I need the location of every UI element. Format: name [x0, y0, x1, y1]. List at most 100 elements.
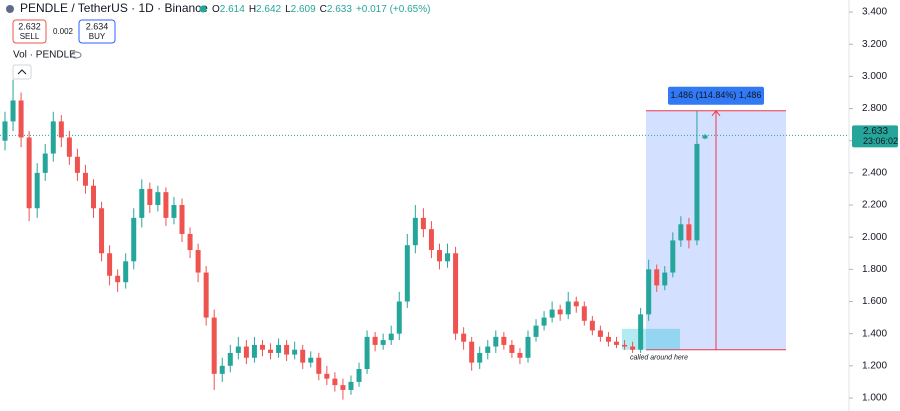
candle-body: [678, 224, 684, 241]
candle-body: [517, 352, 523, 358]
candle-body: [557, 309, 563, 315]
candle-body: [549, 309, 555, 318]
candle-body: [58, 121, 64, 138]
candle-body: [581, 306, 587, 321]
measure-label: 1.486 (114.84%) 1,486: [671, 90, 762, 100]
candle-body: [179, 205, 185, 234]
y-tick-label: 1.200: [862, 360, 887, 371]
candle-body: [356, 369, 362, 382]
candle-body: [493, 336, 499, 347]
candle-body: [74, 156, 80, 173]
candle-body: [686, 224, 692, 241]
buy-label: BUY: [89, 32, 106, 41]
candle-body: [396, 301, 402, 334]
candle-body: [219, 365, 225, 374]
plot: 1.000 1.200 1.400 1.600 1.800 2.000 2.200 2.400…: [0, 7, 898, 404]
candle-body: [565, 301, 571, 315]
measure-label-box: [668, 86, 764, 105]
sell-price: 2.632: [18, 21, 41, 31]
candle-body: [276, 344, 282, 353]
legend-value: 2.614: [220, 4, 245, 15]
y-tick-label: 1.600: [862, 296, 887, 307]
arrow-head: [711, 109, 721, 117]
candle-body: [573, 301, 579, 307]
candle-body: [324, 373, 330, 379]
legend-key: L: [285, 4, 291, 15]
candle-body: [662, 272, 668, 286]
y-tick-label: 1.800: [862, 264, 887, 275]
candle-body: [485, 346, 491, 353]
candle-body: [404, 245, 410, 302]
candle-body: [139, 188, 145, 218]
candle-body: [646, 269, 652, 315]
candle-body: [171, 205, 177, 218]
candle-body: [243, 346, 249, 358]
candle-body: [525, 336, 531, 358]
candle-body: [702, 135, 708, 139]
candle-body: [412, 217, 418, 246]
symbol-icon: [6, 5, 14, 13]
y-tick-label: 1.400: [862, 328, 887, 339]
buy-button[interactable]: [78, 19, 116, 44]
eye-icon[interactable]: [70, 51, 82, 59]
candle-body: [630, 346, 636, 350]
candle-body: [66, 137, 72, 157]
candle-body: [268, 349, 274, 353]
y-tick-label: 2.400: [862, 167, 887, 178]
candle-body: [18, 100, 24, 138]
candle-body: [605, 336, 611, 342]
legend-key: O: [212, 4, 220, 15]
candle-body: [597, 330, 603, 337]
candle-body: [155, 192, 161, 206]
candle-body: [461, 333, 467, 342]
candle-body: [436, 250, 442, 262]
candle-body: [50, 121, 56, 154]
candle-body: [292, 349, 298, 355]
candle-body: [147, 188, 153, 206]
candle-body: [99, 208, 105, 254]
candle-body: [364, 336, 370, 370]
candle-body: [203, 272, 209, 318]
candle-body: [235, 346, 241, 353]
y-tick-label: 3.200: [862, 39, 887, 50]
candle-body: [428, 229, 434, 251]
legend-value: 2.642: [256, 4, 281, 15]
spread: 0.002: [53, 27, 74, 36]
collapse-button[interactable]: [12, 64, 32, 80]
candle-body: [308, 357, 314, 363]
header: PENDLE / TetherUS · 1D · Binance O2.614 H…: [6, 1, 430, 80]
candle-body: [501, 336, 507, 345]
candle-body: [195, 250, 201, 273]
candle-body: [123, 261, 129, 283]
candle-body: [107, 253, 113, 276]
candle-body: [670, 240, 676, 273]
candle-body: [613, 341, 619, 345]
candle-body: [82, 172, 88, 186]
buy-price: 2.634: [86, 21, 109, 31]
candle-body: [259, 344, 265, 350]
candle-body: [284, 344, 290, 355]
candle-body: [131, 217, 137, 262]
candle-body: [388, 333, 394, 341]
candle-body: [509, 344, 515, 353]
candle-body: [91, 185, 97, 209]
candle-body: [589, 320, 595, 331]
annotation: called around here: [630, 355, 688, 362]
legend-value: 2.633: [327, 4, 352, 15]
legend-change: +0.017 (+0.65%): [356, 4, 431, 15]
candle-body: [332, 378, 338, 386]
candle-body: [187, 233, 193, 251]
candle-body: [654, 269, 660, 286]
candle-body: [115, 275, 121, 283]
price-badge: [852, 125, 898, 148]
candle-body: [10, 100, 16, 122]
candle-body: [469, 341, 475, 363]
sell-label: SELL: [20, 32, 40, 41]
candle-body: [453, 253, 459, 334]
ohlc-legend: O2.614 H2.642 L2.609 C2.633 +0.017 (+0.65%): [212, 4, 430, 15]
price-badge-countdown: 23:06:02: [863, 136, 898, 146]
candle-body: [26, 137, 32, 209]
sell-button[interactable]: [12, 19, 47, 44]
price-badge-value: 2.633: [863, 126, 888, 137]
candle-body: [34, 172, 40, 209]
